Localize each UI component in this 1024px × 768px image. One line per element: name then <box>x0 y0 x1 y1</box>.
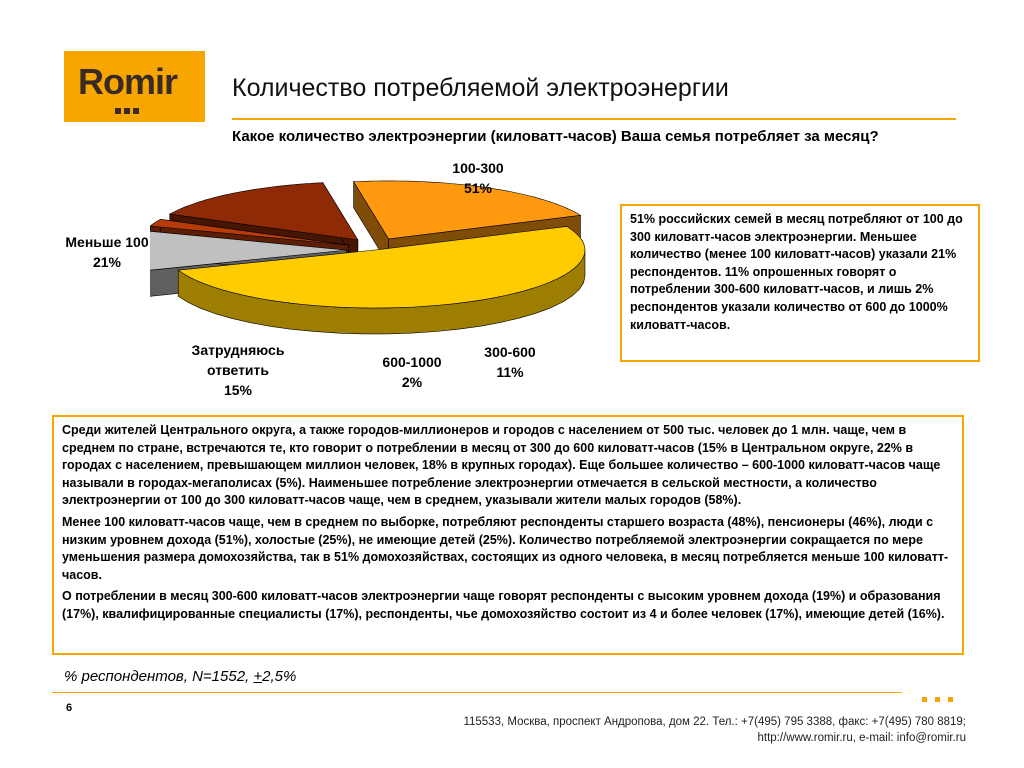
details-paragraph: Менее 100 киловатт-часов чаще, чем в сре… <box>62 514 949 582</box>
pie-chart <box>150 180 586 335</box>
details-paragraph: Среди жителей Центрального округа, а так… <box>62 423 941 508</box>
pie-slice-top <box>150 218 349 246</box>
corner-dots <box>922 689 961 707</box>
label-100-300: 100-300 51% <box>452 160 504 196</box>
label-less-100: Меньше 100 21% <box>65 234 149 270</box>
logo-dots <box>115 101 142 119</box>
summary-text: 51% российских семей в месяц потребляют … <box>630 212 963 332</box>
details-box: Среди жителей Центрального округа, а так… <box>52 415 964 655</box>
footer-web: http://www.romir.ru, e-mail: info@romir.… <box>757 732 967 744</box>
title-divider <box>232 118 956 120</box>
pie-slice-top <box>168 182 359 241</box>
footer-address: 115533, Москва, проспект Андропова, дом … <box>463 716 966 728</box>
details-paragraph: О потреблении в месяц 300-600 киловатт-ч… <box>62 589 945 621</box>
pie-slice-top <box>150 231 347 271</box>
footer-contacts: 115533, Москва, проспект Андропова, дом … <box>463 714 966 746</box>
page-title: Количество потребляемой электроэнергии <box>232 74 729 102</box>
logo-text: Romir <box>78 61 178 102</box>
label-600-1000: 600-1000 2% <box>382 354 442 390</box>
footer-divider <box>52 692 902 693</box>
pie-slice-0 <box>177 226 586 335</box>
label-300-600: 300-600 11% <box>484 344 536 380</box>
survey-question: Какое количество электроэнергии (киловат… <box>232 128 879 145</box>
romir-logo: Romir <box>64 51 205 122</box>
label-dont-know: Затрудняюсь ответить 15% <box>191 342 285 398</box>
summary-box: 51% российских семей в месяц потребляют … <box>620 204 980 362</box>
pie-slice-top <box>177 226 586 309</box>
sample-note: % респондентов, N=1552, +2,5% <box>64 668 297 685</box>
page-number: 6 <box>66 702 73 714</box>
pie-slice-top <box>353 180 582 240</box>
